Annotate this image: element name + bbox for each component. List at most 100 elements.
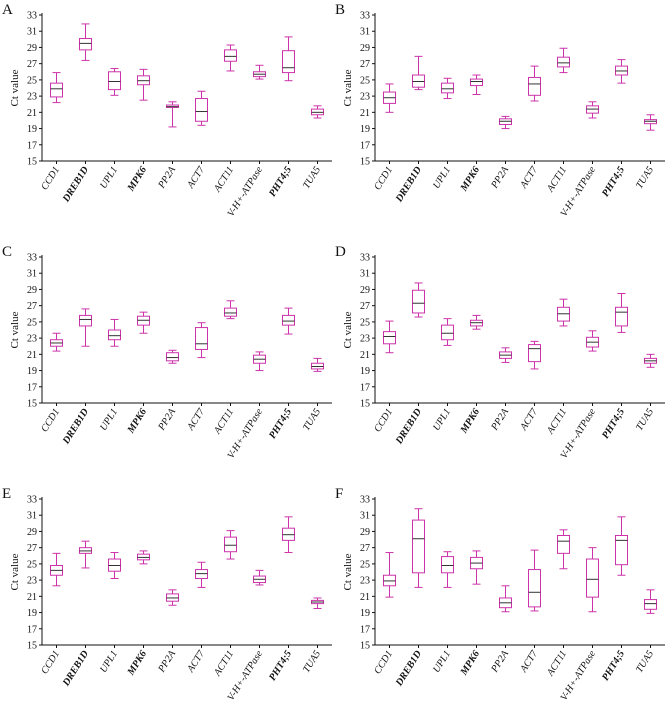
box-act7 [528, 549, 541, 612]
box-act11 [557, 298, 570, 327]
x-category-label: DREB1D [60, 165, 91, 205]
x-category-label: ACT11 [212, 165, 236, 195]
x-category-label: CCD1 [39, 165, 62, 193]
y-tick-label: 17 [27, 140, 37, 151]
box-tua5 [644, 114, 657, 131]
y-tick-label: 31 [360, 27, 370, 38]
x-category-label: DREB1D [60, 649, 91, 689]
box-dreb1d [412, 282, 425, 318]
box-pht4-5 [615, 293, 628, 333]
x-category-label: CCD1 [39, 649, 62, 677]
box-iqr [528, 569, 541, 608]
box-iqr [412, 289, 425, 314]
box-mpk6 [137, 68, 150, 101]
y-tick-label: 27 [27, 301, 37, 312]
y-tick-label: 17 [27, 382, 37, 393]
x-category-label: MPK6 [125, 165, 149, 194]
box-pp2a [166, 101, 179, 128]
box-iqr [383, 331, 396, 345]
x-category-label: PHT4;5 [267, 649, 294, 683]
x-category-label: PP2A [489, 406, 512, 433]
x-category-label: TUA5 [634, 165, 656, 191]
y-tick-label: 17 [27, 624, 37, 635]
y-tick-label: 19 [27, 608, 37, 619]
x-category-label: CCD1 [372, 649, 395, 677]
box-pht4-5 [282, 516, 295, 554]
y-tick-label: 29 [360, 43, 370, 54]
y-tick-label: 19 [27, 124, 37, 135]
x-category-label: PP2A [489, 648, 512, 675]
x-category-label: UPL1 [98, 165, 120, 191]
y-tick-label: 21 [27, 108, 37, 119]
box-iqr [615, 535, 628, 566]
panel-letter: F [335, 486, 343, 502]
x-category-label: TUA5 [301, 407, 323, 433]
x-category-label: DREB1D [393, 649, 424, 689]
box-mpk6 [137, 550, 150, 565]
x-category-label: ACT7 [518, 648, 541, 675]
y-tick-label: 33 [27, 11, 37, 22]
y-tick-label: 31 [27, 511, 37, 522]
x-category-label: DREB1D [393, 165, 424, 205]
box-iqr [282, 314, 295, 326]
y-tick-label: 19 [360, 366, 370, 377]
box-iqr [108, 71, 121, 91]
x-category-label: ACT11 [545, 649, 569, 679]
box-dreb1d [412, 55, 425, 91]
y-tick-label: 21 [360, 108, 370, 119]
box-dreb1d [79, 23, 92, 61]
y-tick-label: 29 [27, 285, 37, 296]
y-tick-label: 27 [27, 543, 37, 554]
y-axis-label: Ct value [342, 311, 354, 348]
box-iqr [470, 78, 483, 87]
box-iqr [441, 324, 454, 341]
x-category-label: TUA5 [301, 165, 323, 191]
y-tick-label: 25 [27, 75, 37, 86]
y-tick-label: 21 [360, 350, 370, 361]
box-iqr [557, 535, 570, 554]
box-dreb1d [79, 308, 92, 347]
x-category-label: DREB1D [60, 407, 91, 447]
box-v-h-atpase [586, 330, 599, 352]
box-iqr [195, 327, 208, 350]
y-tick-label: 33 [27, 495, 37, 506]
x-category-label: PHT4;5 [267, 407, 294, 441]
box-act11 [224, 44, 237, 72]
panel-letter: D [335, 244, 346, 260]
x-category-label: TUA5 [634, 649, 656, 675]
panel-letter: B [335, 2, 345, 18]
y-tick-label: 23 [360, 334, 370, 345]
box-iqr [50, 82, 63, 98]
y-tick-label: 17 [360, 140, 370, 151]
box-iqr [224, 536, 237, 553]
box-act11 [557, 47, 570, 74]
box-ccd1 [383, 83, 396, 113]
y-axis-label: Ct value [342, 553, 354, 590]
y-tick-label: 21 [360, 592, 370, 603]
x-category-label: UPL1 [98, 407, 120, 433]
y-tick-label: 31 [27, 27, 37, 38]
box-dreb1d [79, 540, 92, 569]
y-tick-label: 25 [360, 317, 370, 328]
y-axis-label: Ct value [9, 553, 21, 590]
x-category-label: PHT4;5 [600, 407, 627, 441]
y-tick-label: 33 [27, 253, 37, 264]
y-tick-label: 27 [360, 543, 370, 554]
y-tick-label: 15 [27, 157, 37, 168]
y-tick-label: 31 [27, 269, 37, 280]
box-iqr [195, 98, 208, 122]
box-ccd1 [50, 332, 63, 352]
x-category-label: TUA5 [301, 649, 323, 675]
box-act7 [195, 322, 208, 359]
box-act7 [528, 340, 541, 370]
box-upl1 [441, 77, 454, 100]
y-tick-label: 25 [360, 559, 370, 570]
box-iqr [166, 352, 179, 362]
box-iqr [557, 56, 570, 68]
